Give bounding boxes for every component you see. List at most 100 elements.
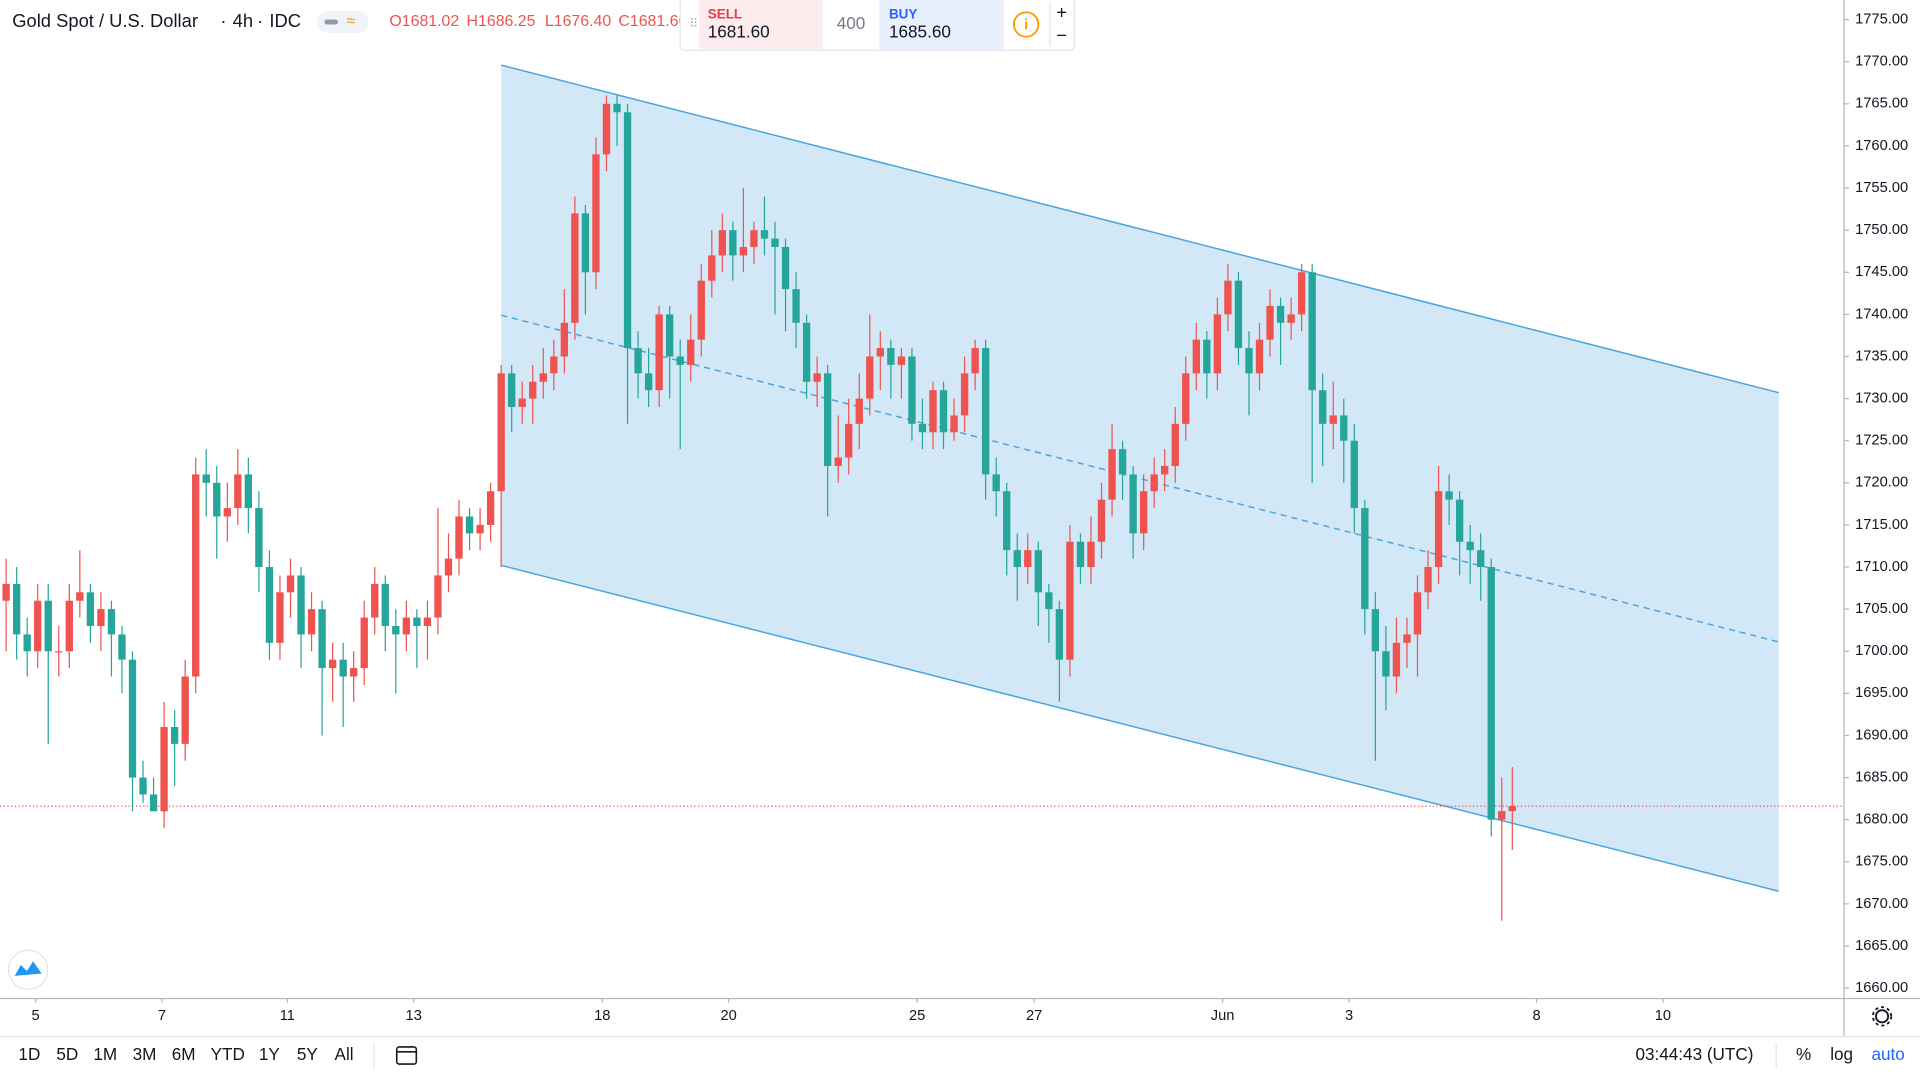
sell-label[interactable]: SELL (708, 6, 742, 21)
candle-body (1371, 609, 1380, 652)
gear-teeth[interactable] (1871, 1006, 1893, 1027)
interval: 4h (233, 10, 253, 31)
buy-label[interactable]: BUY (889, 6, 917, 21)
gear[interactable] (1875, 1009, 1890, 1024)
candle-body (1034, 550, 1042, 593)
candle-body (1255, 339, 1264, 374)
logo[interactable] (7, 949, 49, 990)
candle-body (381, 583, 389, 626)
candle-body (1150, 474, 1158, 492)
clock[interactable]: 03:44:43 (UTC) (1635, 1044, 1753, 1064)
candle-body (897, 356, 906, 365)
buy-price[interactable]: 1685.60 (889, 22, 951, 42)
candle-body (939, 390, 948, 433)
y-tick-label: 1660.00 (1855, 980, 1908, 996)
info-icon[interactable] (1012, 11, 1040, 38)
candle-body (413, 617, 421, 626)
range-button[interactable]: 1Y (259, 1044, 281, 1064)
y-tick-label: 1730.00 (1855, 390, 1908, 406)
candle-body (971, 348, 979, 374)
buy-area[interactable] (879, 0, 1005, 49)
range-button[interactable]: 6M (172, 1044, 196, 1064)
sell-price[interactable]: 1681.60 (708, 22, 770, 42)
y-tick-label: 1690.00 (1855, 727, 1908, 743)
candle-body (866, 356, 874, 399)
candle-body (855, 398, 863, 424)
range-button[interactable]: 3M (133, 1044, 157, 1064)
candle-body (981, 348, 990, 475)
candle-body (181, 676, 189, 744)
candle-body (371, 583, 379, 618)
candle-body (1308, 272, 1316, 391)
candle-body (1276, 305, 1285, 323)
log-toggle[interactable]: log (1830, 1044, 1853, 1064)
candle-body (918, 423, 927, 433)
x-tick-label: 27 (1026, 1008, 1042, 1024)
range-button[interactable]: 5D (56, 1044, 78, 1064)
candle-body (1382, 651, 1390, 677)
minus-button[interactable]: − (1056, 25, 1067, 46)
y-tick-label: 1695.00 (1855, 685, 1908, 701)
range-button[interactable]: All (335, 1044, 354, 1064)
auto-toggle[interactable]: auto (1871, 1044, 1904, 1064)
candle-body (213, 482, 221, 517)
candle-body (444, 558, 453, 576)
candle-body (1498, 811, 1506, 820)
candle-body (255, 508, 263, 568)
settings-icon[interactable] (1871, 1006, 1893, 1027)
logo-glyph (14, 961, 42, 976)
separator: · (220, 10, 226, 31)
ohlc-high: H1686.25 (467, 13, 536, 30)
candle-body (1445, 491, 1453, 500)
quantity[interactable]: 400 (837, 13, 866, 33)
candle-body (1171, 423, 1179, 466)
candle-body (1477, 550, 1485, 568)
x-tick-label: 20 (720, 1008, 736, 1024)
ohlc-open: O1681.02 (389, 13, 459, 30)
candle-body (813, 373, 821, 382)
candle-body (887, 348, 895, 365)
candle-body (1224, 280, 1232, 315)
candle-body (286, 575, 295, 593)
candle-body (750, 230, 758, 248)
candle-body (960, 373, 969, 416)
candle-body (1024, 550, 1032, 568)
range-button[interactable]: 1M (93, 1044, 117, 1064)
calendar-icon[interactable] (395, 1046, 418, 1065)
candle-body (423, 617, 432, 626)
y-tick-label: 1710.00 (1855, 559, 1908, 575)
sell-area[interactable] (699, 0, 823, 49)
sell-button[interactable]: SELL 1681.60 (699, 0, 823, 49)
range-button[interactable]: YTD (211, 1044, 245, 1064)
candle-body (1466, 541, 1474, 551)
percent-toggle[interactable]: % (1796, 1044, 1811, 1064)
plus-button[interactable]: + (1056, 1, 1067, 22)
candle-body (508, 373, 516, 408)
candle-body (1076, 541, 1085, 568)
candle-body (392, 625, 400, 635)
candle-body (476, 524, 484, 534)
candle-body (118, 634, 126, 660)
status-pill[interactable] (317, 11, 369, 34)
candle-body (455, 516, 463, 559)
candle-body (1413, 592, 1422, 635)
range-button[interactable]: 1D (18, 1044, 40, 1064)
x-tick-label: 7 (158, 1008, 166, 1024)
candle-body (644, 373, 653, 391)
drag-handle[interactable]: ⠿ (689, 17, 698, 31)
goto-date-button[interactable] (395, 1046, 418, 1065)
candle-body (802, 322, 811, 382)
candle-body (581, 213, 590, 273)
range-button[interactable]: 5Y (297, 1044, 319, 1064)
candle-body (1340, 415, 1348, 441)
candle-body (1350, 440, 1358, 509)
x-tick-label: 11 (280, 1008, 295, 1024)
x-tick-label: Jun (1211, 1008, 1235, 1024)
ohlc-low: L1676.40 (545, 13, 611, 30)
candle-body (1424, 567, 1432, 593)
buy-button[interactable]: BUY 1685.60 (879, 0, 1005, 49)
header: Gold Spot / U.S. Dollar · 4h · IDC ≈ O16… (12, 10, 688, 34)
candle-body (1361, 508, 1369, 610)
source: IDC (269, 10, 301, 31)
